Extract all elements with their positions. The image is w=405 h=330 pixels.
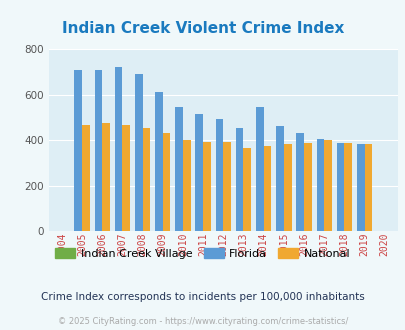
Bar [263,146,271,231]
Bar [356,144,364,231]
Bar [74,70,82,231]
Bar [94,70,102,231]
Bar [175,107,183,231]
Bar [275,126,283,231]
Bar [364,144,371,231]
Bar [134,75,142,231]
Bar [324,140,331,231]
Bar [303,143,311,231]
Text: Crime Index corresponds to incidents per 100,000 inhabitants: Crime Index corresponds to incidents per… [41,292,364,302]
Bar [316,139,324,231]
Bar [223,142,230,231]
Bar [115,67,122,231]
Text: © 2025 CityRating.com - https://www.cityrating.com/crime-statistics/: © 2025 CityRating.com - https://www.city… [58,317,347,326]
Bar [102,123,110,231]
Bar [162,133,170,231]
Bar [155,92,162,231]
Bar [336,143,343,231]
Bar [142,128,150,231]
Bar [122,125,130,231]
Bar [202,142,210,231]
Bar [183,140,190,231]
Bar [195,114,202,231]
Bar [235,128,243,231]
Text: Indian Creek Violent Crime Index: Indian Creek Violent Crime Index [62,21,343,36]
Bar [283,144,291,231]
Legend: Indian Creek Village, Florida, National: Indian Creek Village, Florida, National [51,244,354,263]
Bar [215,119,223,231]
Bar [243,148,251,231]
Bar [343,143,351,231]
Bar [82,125,90,231]
Bar [256,107,263,231]
Bar [296,133,303,231]
